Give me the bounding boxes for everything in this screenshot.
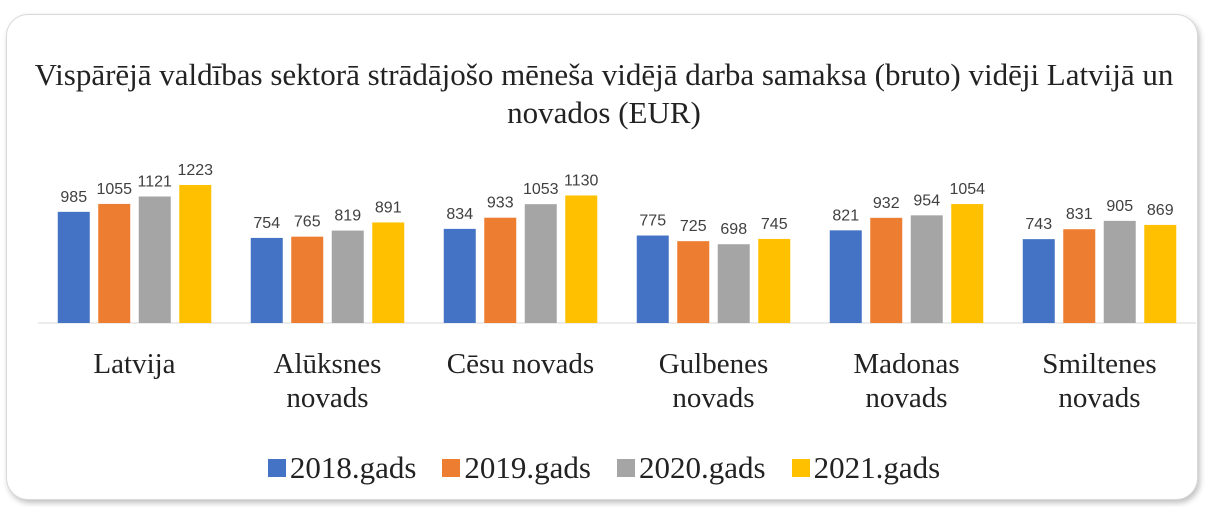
- legend-swatch: [617, 459, 635, 477]
- bar: [1022, 239, 1055, 323]
- data-label: 743: [1025, 216, 1052, 233]
- legend-label: 2020.gads: [639, 450, 766, 485]
- chart-title: Vispārējā valdības sektorā strādājošo mē…: [0, 56, 1208, 132]
- legend-swatch: [267, 459, 286, 477]
- x-tick-label: Latvija: [93, 348, 176, 380]
- data-label: 932: [873, 195, 900, 212]
- legend-swatch: [791, 459, 810, 477]
- data-label: 725: [680, 218, 707, 235]
- bar: [98, 203, 131, 323]
- bar: [443, 228, 476, 323]
- data-label: 834: [446, 206, 473, 223]
- legend-item: 2021.gads: [791, 450, 941, 486]
- bar: [484, 217, 517, 323]
- data-label: 1130: [564, 172, 599, 189]
- legend-label: 2018.gads: [289, 450, 417, 485]
- legend-label: 2021.gads: [813, 450, 941, 485]
- data-label: 1223: [177, 162, 213, 179]
- bar: [1144, 224, 1177, 323]
- bar: [1103, 220, 1136, 323]
- bar: [636, 235, 669, 323]
- bar: [910, 215, 943, 323]
- title-text: Vispārējā valdības sektorā strādājošo mē…: [34, 57, 1174, 130]
- data-label: 985: [60, 189, 87, 206]
- data-label: 933: [487, 195, 514, 212]
- legend-item: 2020.gads: [617, 450, 766, 486]
- data-label: 1054: [949, 181, 985, 198]
- data-label: 869: [1147, 202, 1174, 219]
- x-tick-label: Gulbenes novads: [658, 348, 769, 414]
- data-label: 754: [253, 215, 280, 232]
- data-label: 831: [1066, 206, 1093, 223]
- bar: [250, 237, 283, 323]
- data-label: 954: [913, 192, 940, 209]
- data-label: 1053: [523, 181, 559, 198]
- data-label: 1121: [138, 173, 173, 190]
- bar: [829, 230, 862, 323]
- bar: [179, 184, 212, 323]
- data-label: 821: [832, 207, 859, 224]
- data-label: 1055: [96, 181, 132, 198]
- x-tick-label: Madonas novads: [853, 348, 960, 414]
- bar: [717, 244, 750, 323]
- bar: [57, 211, 90, 323]
- legend: 2018.gads 2019.gads 2020.gads 2021.gads: [0, 450, 1208, 486]
- bar: [291, 236, 324, 323]
- data-label: 905: [1106, 198, 1133, 215]
- data-label: 745: [761, 216, 788, 233]
- bar: [372, 222, 405, 323]
- bar: [1063, 229, 1096, 323]
- legend-label: 2019.gads: [464, 450, 591, 485]
- x-tick-label: Alūksnes novads: [273, 348, 382, 414]
- bar: [951, 204, 984, 323]
- legend-item: 2019.gads: [442, 450, 591, 486]
- bar: [758, 238, 791, 323]
- bar: [331, 230, 364, 323]
- legend-item: 2018.gads: [267, 450, 417, 486]
- x-tick-label: Cēsu novads: [446, 348, 595, 380]
- x-tick-label: Smiltenes novads: [1042, 348, 1157, 414]
- data-label: 775: [639, 213, 666, 230]
- bar: [870, 217, 903, 323]
- data-label: 819: [334, 208, 361, 225]
- data-label: 698: [720, 221, 747, 238]
- bar: [565, 195, 598, 323]
- bar: [677, 241, 710, 323]
- bar: [138, 196, 171, 323]
- bar: [524, 204, 557, 323]
- legend-swatch: [442, 459, 461, 477]
- data-label: 891: [375, 199, 402, 216]
- data-label: 765: [294, 214, 321, 231]
